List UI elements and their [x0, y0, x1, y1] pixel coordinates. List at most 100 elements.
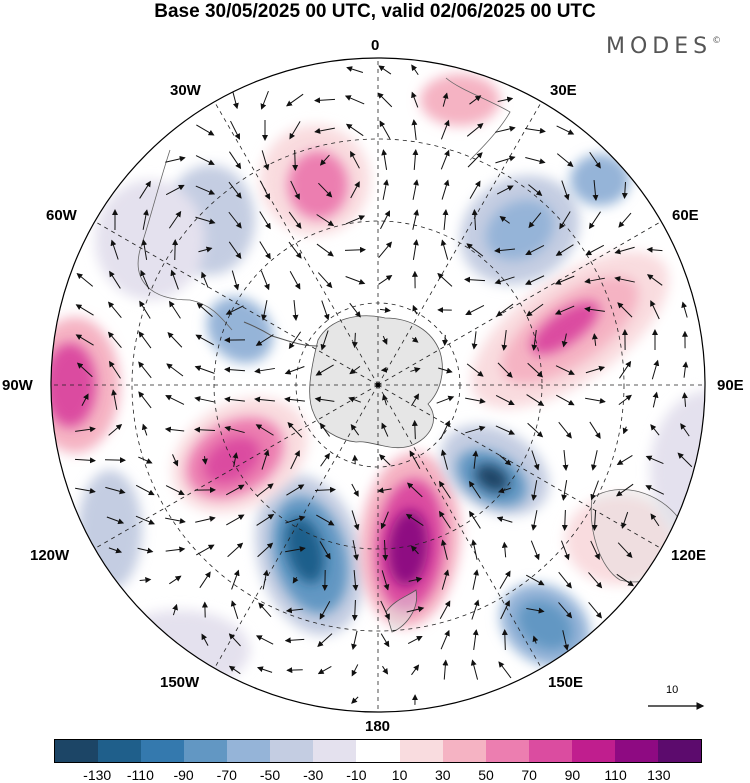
wind-arrow	[531, 480, 538, 501]
wind-arrow	[261, 150, 270, 171]
south-pole-point	[375, 382, 381, 388]
latitude-circle	[131, 138, 625, 632]
wind-arrow	[172, 603, 178, 616]
wind-arrow	[165, 184, 185, 196]
label-0: 0	[371, 37, 380, 54]
wind-arrow	[495, 394, 515, 406]
wind-arrow	[465, 397, 486, 404]
wind-arrow	[289, 121, 301, 140]
wind-arrow	[497, 96, 514, 103]
wind-arrow	[681, 301, 688, 318]
wind-arrow	[381, 149, 388, 170]
wind-arrow	[108, 423, 123, 436]
wind-arrow	[165, 395, 185, 405]
wind-arrow	[379, 307, 391, 313]
wind-arrow	[285, 546, 306, 553]
modes-logo: MODES©	[606, 34, 721, 59]
wind-arrow	[345, 215, 366, 225]
wind-arrow	[75, 304, 94, 316]
wind-arrow	[411, 64, 419, 76]
wind-arrow	[378, 65, 392, 75]
wind-arrow	[168, 210, 182, 229]
wind-arrow	[496, 303, 514, 317]
wind-arrow	[555, 394, 575, 406]
wind-arrow	[351, 599, 358, 621]
colorbar-swatch	[98, 740, 142, 762]
wind-arrow	[380, 366, 389, 373]
wind-arrow	[318, 182, 333, 198]
wind-arrow	[472, 629, 479, 650]
wind-arrow	[467, 152, 483, 168]
wind-arrow	[588, 211, 601, 230]
wind-arrow	[194, 396, 215, 403]
wind-arrow	[344, 246, 366, 253]
wind-arrow	[616, 455, 633, 466]
wind-arrow	[592, 179, 599, 201]
wind-arrow	[138, 331, 152, 349]
colorbar-swatch	[55, 740, 99, 762]
wind-arrow	[471, 209, 478, 231]
colorbar-swatch	[270, 740, 314, 762]
south-america-coast	[137, 149, 233, 331]
wind-arrow	[314, 486, 336, 493]
wind-arrow	[561, 333, 568, 348]
wind-arrow	[288, 241, 302, 259]
brand-name: MODES	[606, 34, 713, 59]
wind-arrow	[441, 569, 450, 590]
wind-arrow	[231, 569, 240, 590]
anomaly-contour	[530, 301, 600, 355]
wind-arrow	[195, 216, 216, 225]
wind-arrow	[260, 180, 270, 200]
wind-arrow	[499, 570, 511, 589]
wind-arrow	[316, 214, 335, 227]
wind-arrow	[75, 426, 96, 433]
wind-arrow	[315, 364, 334, 376]
wind-arrow	[495, 125, 516, 133]
new-zealand-coast	[385, 589, 418, 633]
wind-arrow	[172, 454, 179, 467]
wind-arrow	[108, 301, 122, 319]
wind-arrow	[230, 120, 240, 140]
wind-arrow	[525, 245, 545, 255]
wind-arrow	[407, 636, 423, 644]
wind-arrow	[289, 271, 301, 290]
wind-arrow	[645, 455, 664, 465]
wind-arrow	[501, 629, 508, 651]
wind-arrow	[588, 572, 603, 589]
wind-arrow	[254, 396, 275, 403]
wind-arrow	[76, 273, 94, 287]
wind-arrow	[614, 276, 635, 283]
wind-arrow	[469, 95, 482, 105]
wind-arrow	[320, 452, 330, 467]
colorbar-tick-label: 110	[604, 767, 627, 783]
wind-arrow	[226, 484, 245, 496]
label-150w: 150W	[160, 674, 200, 691]
wind-arrow	[195, 334, 214, 346]
wind-arrow	[224, 366, 246, 373]
wind-arrow	[499, 216, 510, 224]
wind-arrow	[380, 511, 389, 530]
wind-arrow	[316, 514, 335, 526]
wind-arrow	[526, 574, 545, 586]
wind-arrow	[287, 421, 303, 438]
wind-arrow	[412, 179, 419, 200]
wind-arrow	[290, 180, 300, 200]
wind-arrow	[255, 635, 274, 645]
wind-arrow	[651, 359, 660, 380]
colorbar-tick-label: 30	[435, 767, 451, 783]
wind-arrow	[199, 571, 211, 589]
anomaly-contour	[288, 151, 348, 219]
wind-arrow	[440, 119, 450, 140]
wind-arrow	[556, 153, 574, 167]
wind-arrow	[165, 517, 186, 524]
wind-arrow	[494, 247, 516, 254]
wind-arrow	[560, 540, 570, 561]
wind-arrow	[345, 276, 366, 285]
wind-arrow	[528, 184, 543, 196]
wind-arrow	[349, 365, 361, 375]
meridian-line	[377, 101, 542, 386]
wind-arrow	[495, 425, 516, 435]
colorbar-tick-label: 90	[564, 767, 581, 783]
wind-arrow	[352, 454, 359, 465]
wind-arrow	[288, 211, 302, 229]
